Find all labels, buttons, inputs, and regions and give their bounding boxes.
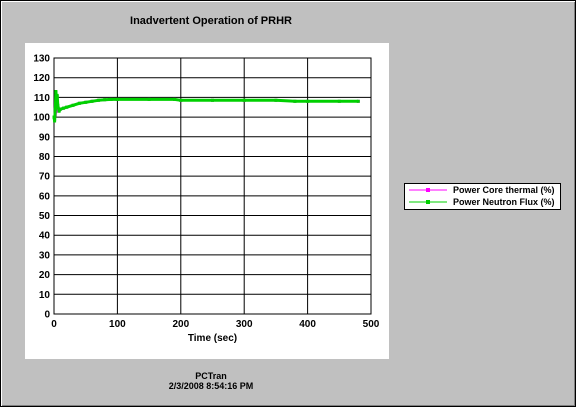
legend-swatch-core-thermal	[409, 188, 447, 192]
series-point-1	[84, 100, 88, 104]
series-point-1	[115, 97, 119, 101]
x-tick-label: 0	[51, 319, 57, 330]
series-point-1	[58, 107, 62, 111]
series-point-1	[274, 98, 278, 102]
legend-swatch-neutron-flux	[409, 200, 447, 204]
series-point-1	[54, 90, 58, 93]
y-tick-label: 130	[33, 54, 50, 65]
x-tick-label: 200	[172, 319, 189, 330]
series-point-1	[242, 98, 246, 102]
series-point-1	[57, 109, 61, 113]
y-tick-label: 30	[39, 250, 51, 261]
y-tick-label: 0	[44, 310, 50, 321]
legend-item-neutron-flux: Power Neutron Flux (%)	[405, 196, 560, 208]
footer: PCTran 2/3/2008 8:54:16 PM	[1, 371, 421, 391]
series-point-1	[293, 99, 297, 103]
series-point-1	[52, 115, 56, 119]
series-point-1	[56, 103, 60, 107]
y-tick-label: 70	[39, 172, 51, 183]
y-tick-label: 10	[39, 290, 51, 301]
series-point-1	[103, 98, 107, 102]
series-point-1	[306, 99, 310, 103]
series-point-1	[65, 105, 69, 109]
series-line-1	[52, 90, 359, 123]
series-point-1	[71, 103, 75, 107]
series-point-1	[96, 98, 100, 102]
legend-label-neutron-flux: Power Neutron Flux (%)	[453, 197, 555, 207]
y-tick-label: 110	[34, 93, 51, 104]
y-tick-label: 120	[33, 73, 50, 84]
x-tick-label: 100	[109, 319, 126, 330]
footer-app-name: PCTran	[195, 371, 227, 381]
series-point-1	[337, 99, 341, 103]
plot-panel: 0 10 20 30 40 50 60 70 80 90 100 110 120 130 0 100 200 30…	[25, 43, 389, 359]
series-point-1	[90, 99, 94, 103]
footer-timestamp: 2/3/2008 8:54:16 PM	[168, 381, 254, 391]
y-tick-label: 100	[33, 113, 50, 124]
series-point-1	[55, 97, 58, 101]
series-point-1	[173, 97, 176, 101]
series-point-1	[356, 99, 360, 103]
series-point-1	[53, 107, 57, 111]
series-point-1	[211, 98, 214, 102]
plot-frame	[53, 57, 372, 315]
series-point-1	[55, 93, 59, 97]
y-tick-label: 40	[39, 231, 51, 242]
series-point-1	[62, 106, 65, 110]
y-tick-label: 20	[39, 270, 51, 281]
x-tick-label: 400	[299, 319, 316, 330]
y-tick-label: 60	[39, 191, 51, 202]
series-point-1	[147, 97, 151, 101]
y-tick-label: 80	[39, 152, 51, 163]
series-point-1	[77, 101, 81, 105]
series-point-1	[53, 119, 57, 123]
x-tick-label: 500	[363, 319, 380, 330]
chart-title: Inadvertent Operation of PRHR	[130, 15, 292, 27]
series-point-1	[179, 98, 183, 102]
x-tick-label: 300	[236, 319, 253, 330]
legend-label-core-thermal: Power Core thermal (%)	[453, 185, 555, 195]
legend-item-core-thermal: Power Core thermal (%)	[405, 184, 560, 196]
x-axis-label: Time (sec)	[188, 333, 237, 344]
y-tick-label: 50	[39, 211, 51, 222]
plot-area: 0 10 20 30 40 50 60 70 80 90 100 110 120 130 0 100 200 30…	[33, 54, 380, 345]
y-tick-label: 90	[39, 132, 51, 143]
legend: Power Core thermal (%) Power Neutron Flu…	[404, 183, 561, 210]
series-point-1	[109, 97, 113, 101]
